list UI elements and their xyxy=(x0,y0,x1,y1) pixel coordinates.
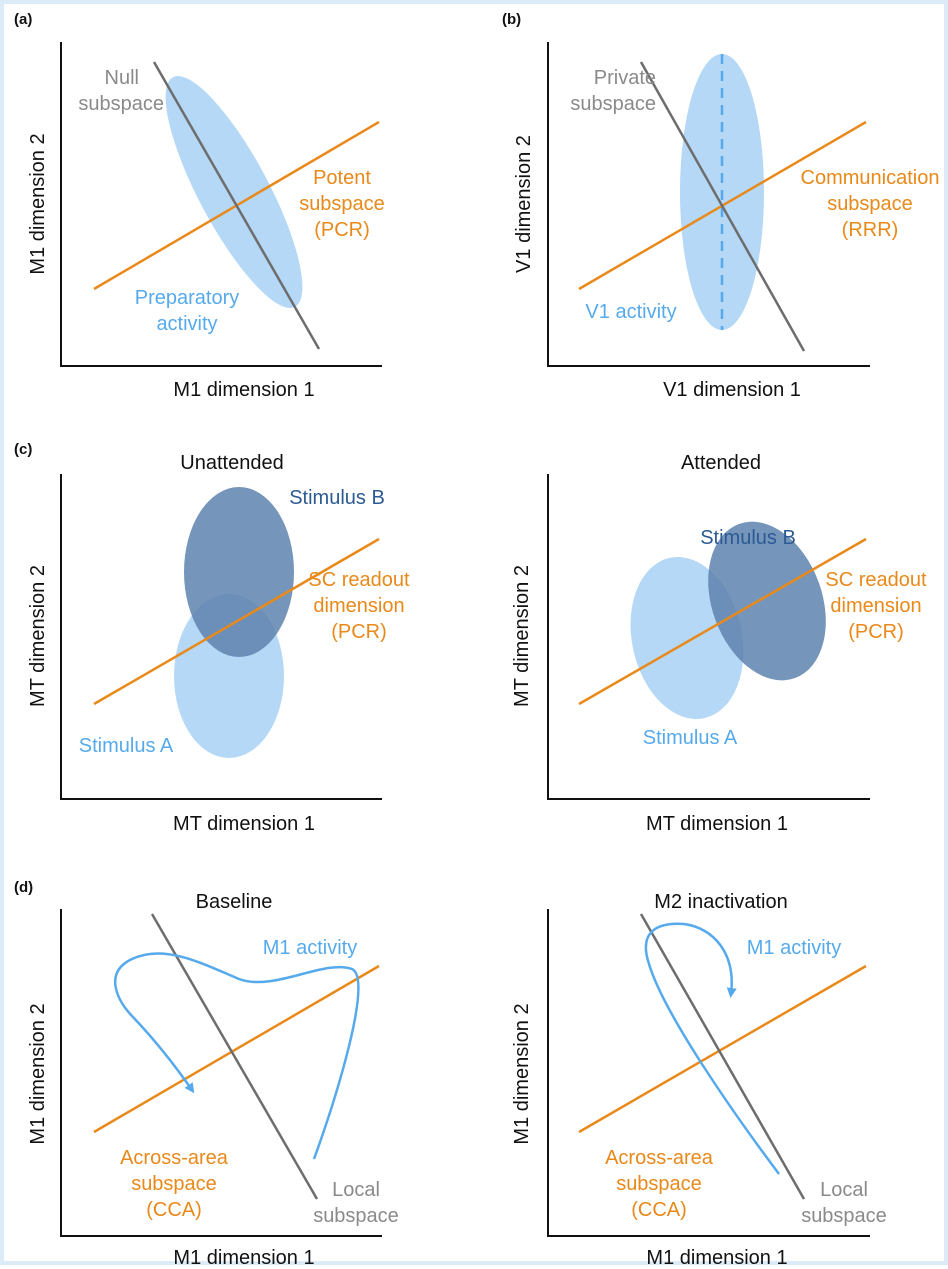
local-subspace-label-2: subspace xyxy=(313,1205,399,1227)
potent-subspace-label-3: (PCR) xyxy=(314,219,370,241)
m1-activity-trajectory xyxy=(114,952,360,1160)
panel-d-right-title: M2 inactivation xyxy=(654,891,787,913)
stimulus-a-label: Stimulus A xyxy=(79,735,174,757)
panel-d-right-xlabel: M1 dimension 1 xyxy=(646,1247,787,1269)
panel-a-axes xyxy=(60,42,382,367)
panel-b-ylabel: V1 dimension 2 xyxy=(513,135,535,273)
sc-readout-label-2: dimension xyxy=(313,595,404,617)
sc-readout-line xyxy=(93,537,380,706)
sc-readout-label-3: (PCR) xyxy=(848,621,904,643)
figure-canvas: (a) Null subspace Potent subspace (PCR) … xyxy=(14,11,939,1269)
null-subspace-label-1: Null xyxy=(105,67,139,89)
panel-d-left: (d) Baseline M1 activity Across-area sub… xyxy=(14,879,399,1269)
null-subspace-label-2: subspace xyxy=(78,93,164,115)
across-area-label-2: subspace xyxy=(616,1173,702,1195)
communication-subspace-label-1: Communication xyxy=(801,167,940,189)
panel-c-left-ylabel: MT dimension 2 xyxy=(27,565,49,707)
stimulus-b-ellipse xyxy=(184,487,294,657)
panel-d-left-xlabel: M1 dimension 1 xyxy=(173,1247,314,1269)
panel-c-left-xlabel: MT dimension 1 xyxy=(173,813,315,835)
panel-a-ylabel: M1 dimension 2 xyxy=(27,133,49,274)
panel-c-left-axes xyxy=(60,474,382,800)
sc-readout-label-3: (PCR) xyxy=(331,621,387,643)
panel-b: (b) Private subspace Communication subsp… xyxy=(502,11,939,401)
panel-a-letter: (a) xyxy=(14,11,32,28)
private-subspace-label-1: Private xyxy=(594,67,656,89)
local-subspace-label-1: Local xyxy=(332,1179,380,1201)
panel-c-right-title: Attended xyxy=(681,452,761,474)
preparatory-activity-label-2: activity xyxy=(156,313,217,335)
panel-c-left: (c) Unattended Stimulus B Stimulus A SC … xyxy=(14,441,410,835)
panel-b-xlabel: V1 dimension 1 xyxy=(663,379,801,401)
preparatory-activity-ellipse xyxy=(165,76,303,308)
panel-a: (a) Null subspace Potent subspace (PCR) … xyxy=(14,11,385,401)
local-subspace-label-1: Local xyxy=(820,1179,868,1201)
panel-a-xlabel: M1 dimension 1 xyxy=(173,379,314,401)
panel-d-right: M2 inactivation M1 activity Across-area … xyxy=(511,891,887,1269)
panel-c-right-axes xyxy=(547,474,870,800)
m1-activity-label: M1 activity xyxy=(747,937,841,959)
potent-subspace-label-1: Potent xyxy=(313,167,371,189)
panel-c-letter: (c) xyxy=(14,441,32,458)
null-subspace-line xyxy=(152,61,321,350)
panel-d-left-axes xyxy=(60,909,382,1237)
private-subspace-label-2: subspace xyxy=(570,93,656,115)
panel-b-letter: (b) xyxy=(502,11,521,28)
m1-activity-trajectory xyxy=(644,922,781,1175)
potent-subspace-label-2: subspace xyxy=(299,193,385,215)
panel-c-right-xlabel: MT dimension 1 xyxy=(646,813,788,835)
local-subspace-label-2: subspace xyxy=(801,1205,887,1227)
preparatory-activity-label-1: Preparatory xyxy=(135,287,240,309)
local-subspace-line xyxy=(150,913,319,1200)
panel-d-left-title: Baseline xyxy=(196,891,273,913)
across-area-label-2: subspace xyxy=(131,1173,217,1195)
across-area-label-1: Across-area xyxy=(605,1147,714,1169)
sc-readout-label-2: dimension xyxy=(830,595,921,617)
panel-b-axes xyxy=(547,42,870,367)
panel-d-letter: (d) xyxy=(14,879,33,896)
stimulus-b-label: Stimulus B xyxy=(700,527,796,549)
panel-c-right: Attended Stimulus B Stimulus A SC readou… xyxy=(511,452,927,835)
v1-activity-label: V1 activity xyxy=(585,301,676,323)
sc-readout-label-1: SC readout xyxy=(308,569,410,591)
across-area-label-1: Across-area xyxy=(120,1147,229,1169)
stimulus-b-ellipse xyxy=(708,521,826,681)
sc-readout-label-1: SC readout xyxy=(825,569,927,591)
sc-readout-line xyxy=(578,537,867,706)
panel-d-right-ylabel: M1 dimension 2 xyxy=(511,1003,533,1144)
stimulus-a-label: Stimulus A xyxy=(643,727,738,749)
panel-d-left-ylabel: M1 dimension 2 xyxy=(27,1003,49,1144)
across-area-subspace-line xyxy=(578,964,867,1134)
private-subspace-line xyxy=(639,61,806,352)
panel-c-left-title: Unattended xyxy=(180,452,283,474)
local-subspace-line xyxy=(639,913,806,1200)
panel-d-right-axes xyxy=(547,909,870,1237)
across-area-label-3: (CCA) xyxy=(146,1199,202,1221)
communication-subspace-label-2: subspace xyxy=(827,193,913,215)
communication-subspace-label-3: (RRR) xyxy=(842,219,899,241)
across-area-subspace-line xyxy=(93,964,380,1134)
stimulus-b-label: Stimulus B xyxy=(289,487,385,509)
m1-activity-label: M1 activity xyxy=(263,937,357,959)
across-area-label-3: (CCA) xyxy=(631,1199,687,1221)
panel-c-right-ylabel: MT dimension 2 xyxy=(511,565,533,707)
